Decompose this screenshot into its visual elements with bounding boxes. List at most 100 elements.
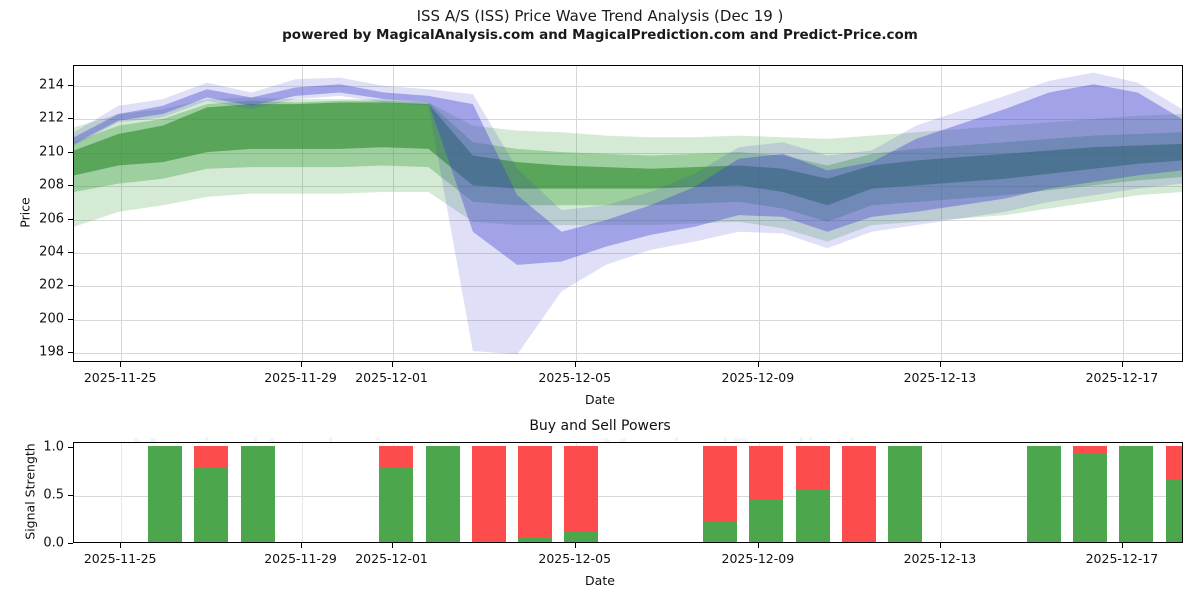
power-x-tick-mark [300,543,302,548]
price-x-tick-mark [300,362,302,367]
gridline-horizontal [74,352,1182,354]
power-bar[interactable] [379,445,414,542]
power-bar[interactable] [841,445,876,542]
power-bar[interactable] [1026,445,1061,542]
gridline-vertical [758,66,760,361]
power-y-tick-label: 0.0 [43,535,64,551]
bar-segment-buy [1026,445,1061,542]
gridline-vertical [1122,66,1124,361]
bar-segment-sell [379,445,414,467]
price-y-tick-mark [68,118,73,120]
power-bar[interactable] [194,445,229,542]
bar-segment-buy [194,466,229,542]
power-x-tick-mark [1121,543,1123,548]
bar-segment-sell [841,445,876,542]
gridline-vertical [301,66,303,361]
price-y-axis-label: Price [17,196,33,228]
price-y-tick-mark [68,85,73,87]
price-y-tick-mark [68,318,73,320]
power-x-tick-mark [120,543,122,548]
bar-segment-sell [471,445,506,542]
power-x-tick-label: 2025-12-05 [538,551,612,566]
bar-segment-buy [1165,478,1182,542]
power-y-tick-label: 1.0 [43,439,64,455]
power-bar[interactable] [1119,445,1154,542]
bar-segment-sell [795,445,830,490]
price-x-tick-label: 2025-12-09 [721,370,795,385]
bar-segment-buy [425,445,460,542]
gridline-vertical [575,66,577,361]
bar-segment-buy [518,538,553,542]
bar-segment-buy [148,445,183,542]
price-x-tick-mark [1121,362,1123,367]
power-bar[interactable] [888,445,923,542]
price-y-tick-label: 200 [39,311,64,327]
power-x-tick-label: 2025-12-09 [721,551,795,566]
power-x-tick-label: 2025-11-29 [264,551,337,566]
bar-segment-buy [795,489,830,542]
power-bar[interactable] [148,445,183,542]
gridline-horizontal [74,86,1182,88]
buy-sell-powers-title: Buy and Sell Powers [529,418,671,434]
bar-segment-buy [240,445,275,542]
price-wave-bands [74,72,1182,355]
bar-segment-buy [888,445,923,542]
gridline-horizontal [74,119,1182,121]
price-x-tick-mark [391,362,393,367]
power-x-tick-mark [574,543,576,548]
gridline-vertical [940,443,942,542]
power-bar[interactable] [518,445,553,542]
price-x-tick-label: 2025-12-01 [355,370,428,385]
page-title: ISS A/S (ISS) Price Wave Trend Analysis … [416,7,784,25]
bar-segment-buy [703,520,738,542]
power-y-tick-mark [68,494,73,496]
bar-segment-sell [564,445,599,533]
power-bar[interactable] [471,445,506,542]
price-y-tick-label: 202 [39,277,64,293]
gridline-horizontal [74,152,1182,154]
title-block: ISS A/S (ISS) Price Wave Trend Analysis … [0,6,1200,45]
power-x-axis-label: Date [585,573,615,588]
gridline-vertical [301,443,303,542]
power-bar[interactable] [703,445,738,542]
price-x-tick-label: 2025-11-25 [83,370,157,385]
power-bar[interactable] [1073,445,1108,542]
power-bar[interactable] [795,445,830,542]
gridline-vertical [392,66,394,361]
power-x-tick-label: 2025-12-17 [1085,551,1159,566]
price-y-tick-label: 204 [39,244,64,260]
bar-segment-buy [1073,452,1108,542]
power-y-tick-label: 0.5 [43,487,64,503]
gridline-horizontal [74,252,1182,254]
power-bar[interactable] [749,445,784,542]
wave-band-green-band-core [74,102,1182,206]
bar-segment-sell [1165,445,1182,479]
gridline-horizontal [74,495,1182,497]
price-x-tick-mark [757,362,759,367]
power-y-tick-mark [68,446,73,448]
gridline-horizontal [74,319,1182,321]
price-y-tick-mark [68,351,73,353]
buy-sell-powers-plot-area [73,442,1183,543]
bar-segment-buy [564,532,599,542]
power-bar[interactable] [425,445,460,542]
price-x-tick-label: 2025-12-13 [903,370,977,385]
power-bar[interactable] [564,445,599,542]
price-y-tick-mark [68,218,73,220]
power-y-axis-label: Signal Strength [22,442,38,540]
price-y-tick-label: 210 [39,144,64,160]
price-x-tick-mark [939,362,941,367]
bar-segment-sell [518,445,553,539]
power-x-tick-mark [391,543,393,548]
price-x-tick-label: 2025-11-29 [264,370,337,385]
price-x-axis-label: Date [585,392,615,407]
price-y-tick-label: 208 [39,177,64,193]
power-bar[interactable] [1165,445,1182,542]
power-x-tick-mark [757,543,759,548]
bar-segment-sell [194,445,229,467]
price-wave-plot-area [73,65,1183,362]
power-bar[interactable] [240,445,275,542]
power-y-tick-mark [68,543,73,544]
gridline-horizontal [74,286,1182,288]
